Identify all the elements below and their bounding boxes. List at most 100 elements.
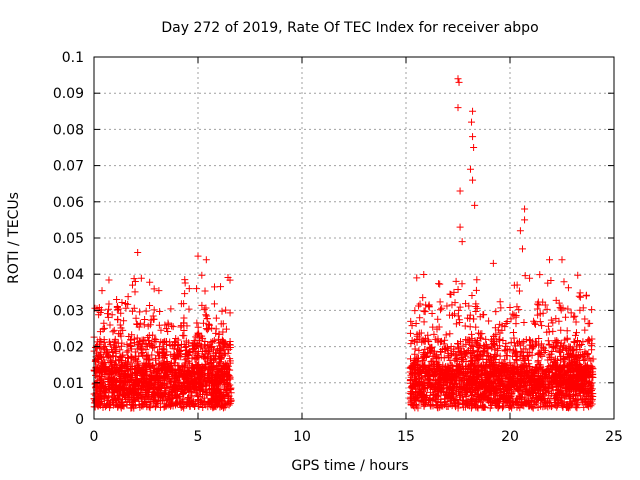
- data-point: [129, 370, 137, 378]
- data-point: [462, 369, 470, 377]
- data-point: [446, 311, 454, 319]
- data-point: [225, 340, 233, 348]
- data-point: [189, 345, 197, 353]
- data-point: [406, 329, 414, 337]
- data-point: [194, 252, 202, 260]
- data-point: [194, 370, 202, 378]
- data-point: [96, 328, 104, 336]
- data-point: [209, 352, 217, 360]
- data-point: [411, 307, 419, 315]
- data-point: [463, 399, 471, 407]
- data-point: [524, 348, 532, 356]
- data-point: [217, 320, 225, 328]
- data-point: [507, 389, 515, 397]
- data-point: [489, 367, 497, 375]
- data-point: [161, 391, 169, 399]
- data-point: [179, 403, 187, 411]
- data-point: [217, 339, 225, 347]
- data-point: [430, 361, 438, 369]
- data-point: [198, 301, 206, 309]
- data-point: [524, 396, 532, 404]
- data-point: [130, 395, 138, 403]
- data-point: [450, 400, 458, 408]
- data-point: [197, 343, 205, 351]
- data-point: [137, 346, 145, 354]
- data-point: [534, 357, 542, 365]
- data-point: [411, 404, 419, 412]
- data-point: [155, 287, 163, 295]
- data-point: [573, 337, 581, 345]
- data-point: [585, 403, 593, 411]
- data-point: [465, 346, 473, 354]
- data-point: [437, 370, 445, 378]
- data-point: [190, 385, 198, 393]
- data-point: [462, 386, 470, 394]
- data-point: [149, 315, 157, 323]
- data-point: [513, 366, 521, 374]
- data-point: [177, 340, 185, 348]
- data-point: [484, 375, 492, 383]
- data-point: [543, 389, 551, 397]
- data-point: [513, 403, 521, 411]
- data-point: [214, 386, 222, 394]
- data-point: [134, 385, 142, 393]
- data-point: [510, 359, 518, 367]
- data-point: [423, 371, 431, 379]
- data-point: [110, 326, 118, 334]
- data-point: [463, 380, 471, 388]
- data-point: [179, 390, 187, 398]
- data-point: [221, 363, 229, 371]
- data-point: [505, 404, 513, 412]
- data-point: [103, 348, 111, 356]
- data-point: [136, 337, 144, 345]
- data-point: [449, 391, 457, 399]
- data-point: [224, 376, 232, 384]
- data-point: [110, 338, 118, 346]
- data-point: [521, 205, 529, 213]
- data-point: [95, 396, 103, 404]
- data-point: [493, 384, 501, 392]
- data-point: [486, 387, 494, 395]
- data-point: [220, 389, 228, 397]
- data-point: [495, 358, 503, 366]
- data-point: [500, 368, 508, 376]
- data-point: [545, 340, 553, 348]
- data-point: [526, 389, 534, 397]
- data-point: [198, 332, 206, 340]
- data-point: [564, 284, 572, 292]
- data-point: [456, 303, 464, 311]
- data-point: [510, 347, 518, 355]
- data-point: [479, 382, 487, 390]
- data-point: [454, 343, 462, 351]
- data-point: [103, 310, 111, 318]
- data-point: [583, 361, 591, 369]
- data-point: [109, 389, 117, 397]
- data-point: [428, 309, 436, 317]
- data-point: [513, 363, 521, 371]
- data-point: [181, 290, 189, 298]
- data-point: [514, 374, 522, 382]
- data-point: [425, 301, 433, 309]
- data-point: [139, 382, 147, 390]
- data-point: [155, 359, 163, 367]
- axis-ticks: 0 0.01 0.02 0.03 0.04 0.05 0.06 0.07 0.08 0.09 0.1…: [53, 50, 623, 445]
- data-point: [548, 377, 556, 385]
- data-point: [160, 351, 168, 359]
- data-point: [541, 373, 549, 381]
- data-point: [98, 397, 106, 405]
- data-point: [93, 400, 101, 408]
- data-point: [461, 350, 469, 358]
- data-point: [558, 364, 566, 372]
- data-point: [557, 369, 565, 377]
- data-point: [140, 359, 148, 367]
- y-tick-label: 0.09: [53, 86, 84, 102]
- data-point: [104, 313, 112, 321]
- data-point: [476, 342, 484, 350]
- data-point: [437, 348, 445, 356]
- data-point: [149, 342, 157, 350]
- data-point: [202, 311, 210, 319]
- data-point: [512, 356, 520, 364]
- data-point: [419, 351, 427, 359]
- data-point: [535, 349, 543, 357]
- data-point: [560, 341, 568, 349]
